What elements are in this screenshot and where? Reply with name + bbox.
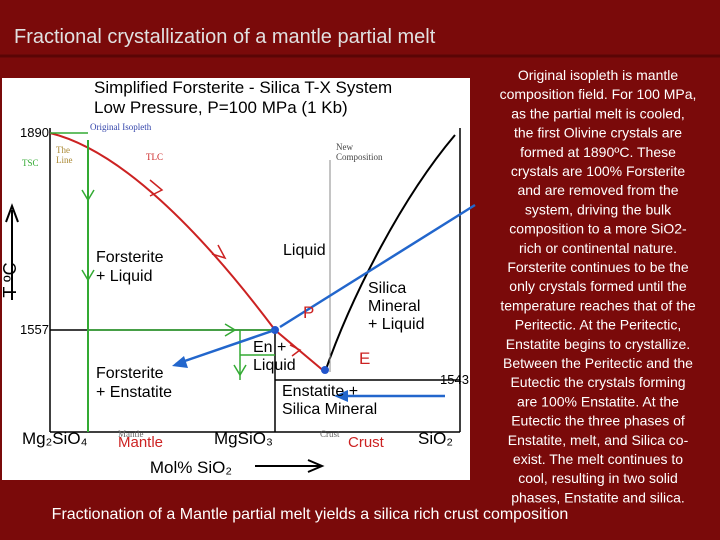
explanation-line: Eutectic the crystals forming: [510, 374, 685, 390]
field-label: Mineral: [368, 298, 420, 315]
field-label: + Liquid: [368, 316, 425, 333]
diagram-heading: Low Pressure, P=100 MPa (1 Kb): [94, 98, 348, 117]
explanation-line: and are removed from the: [517, 182, 678, 198]
callout-arrow: [175, 328, 276, 366]
point-label: E: [359, 349, 370, 368]
t-arrow: [5, 203, 19, 300]
field-label: Enstatite +: [282, 383, 358, 400]
explanation-line: composition to a more SiO2-: [509, 221, 687, 237]
field-label: Liquid: [253, 357, 296, 374]
explanation-line: cool, resulting in two solid: [518, 470, 678, 486]
phase-diagram: [5, 128, 476, 473]
explanation-line: Peritectic. At the Peritectic,: [515, 317, 682, 333]
field-label: Silica: [368, 280, 406, 297]
small-label: Mantle: [118, 429, 144, 439]
liquidus: [324, 134, 456, 373]
field-label: + Enstatite: [96, 384, 172, 401]
liquidus: [49, 132, 326, 373]
callout-label: Crust: [348, 434, 385, 451]
component-label: MgSiO₃: [214, 429, 273, 448]
field-label: Liquid: [283, 242, 326, 259]
arrowhead: [334, 390, 348, 402]
point-label: P: [303, 303, 314, 322]
small-label: Line: [56, 155, 73, 165]
explanation-line: formed at 1890ºC. These: [520, 144, 676, 160]
axis-label: T ºC: [0, 262, 20, 297]
explanation-line: Between the Peritectic and the: [503, 355, 693, 371]
small-label: TLC: [146, 152, 163, 162]
explanation-line: crystals are 100% Forsterite: [511, 163, 685, 179]
explanation-line: are 100% Enstatite. At the: [517, 393, 679, 409]
small-label: Original Isopleth: [90, 122, 152, 132]
explanation-line: the first Olivine crystals are: [514, 125, 682, 141]
arrowhead: [172, 356, 188, 368]
explanation-line: rich or continental nature.: [519, 240, 677, 256]
temperature-label: 1543: [440, 372, 469, 387]
slide-title: Fractional crystallization of a mantle p…: [14, 26, 436, 48]
eutectic-point: [321, 366, 329, 374]
field-label: Silica Mineral: [282, 401, 377, 418]
callout-label: Mantle: [118, 434, 163, 451]
small-label: Crust: [320, 429, 340, 439]
small-label: New: [336, 142, 353, 152]
small-label: Composition: [336, 152, 383, 162]
field-label: Forsterite: [96, 249, 164, 266]
temperature-label: 1557: [20, 322, 49, 337]
component-label: Mg₂SiO₄: [22, 429, 88, 448]
explanation-line: Eutectic the three phases of: [511, 413, 685, 429]
explanation-line: exist. The melt continues to: [513, 451, 683, 467]
small-label: The: [56, 145, 70, 155]
x-arrow: [255, 459, 325, 473]
explanation-line: system, driving the bulk: [525, 201, 672, 217]
explanation-line: phases, Enstatite and silica.: [511, 489, 685, 505]
explanation-line: as the partial melt is cooled,: [511, 105, 685, 121]
explanation-line: only crystals formed until the: [509, 278, 687, 294]
explanation-line: temperature reaches that of the: [500, 297, 696, 313]
component-label: SiO₂: [418, 429, 453, 448]
small-label: TSC: [22, 158, 39, 168]
axis-label: Mol% SiO₂: [150, 458, 232, 477]
explanation-line: Enstatite, melt, and Silica co-: [508, 432, 689, 448]
caption: Fractionation of a Mantle partial melt y…: [52, 506, 569, 523]
field-label: + Liquid: [96, 268, 153, 285]
diagram-heading: Simplified Forsterite - Silica T-X Syste…: [94, 78, 392, 97]
explanation-line: Forsterite continues to be the: [507, 259, 689, 275]
explanation-line: Original isopleth is mantle: [518, 67, 679, 83]
arrowheads: [81, 189, 247, 377]
callout-arrow: [279, 203, 476, 329]
arrowheads: [149, 179, 302, 357]
field-label: En +: [253, 339, 286, 356]
explanation-line: composition field. For 100 MPa,: [500, 86, 697, 102]
explanation-line: Enstatite begins to crystallize.: [506, 336, 690, 352]
field-label: Forsterite: [96, 365, 164, 382]
temperature-label: 1890: [20, 125, 49, 140]
